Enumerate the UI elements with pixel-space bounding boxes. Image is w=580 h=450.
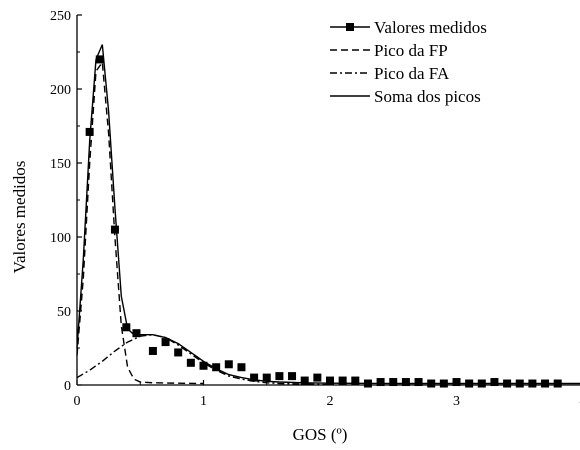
data-point [161, 338, 170, 347]
data-point [275, 372, 284, 381]
data-point [122, 323, 131, 332]
legend-label: Pico da FA [374, 64, 450, 83]
legend-marker [346, 23, 354, 31]
data-point [528, 379, 537, 388]
data-point [174, 348, 183, 357]
data-point [465, 379, 474, 388]
data-point [541, 379, 550, 388]
data-point [148, 346, 157, 355]
data-point [237, 363, 246, 372]
x-tick-label: 3 [453, 394, 460, 409]
x-axis-label: GOS (º) [293, 425, 348, 444]
data-point [439, 379, 448, 388]
x-tick-label: 1 [200, 394, 207, 409]
data-point [427, 379, 436, 388]
y-tick-label: 200 [50, 83, 71, 98]
legend-label: Soma dos picos [374, 87, 481, 106]
data-point [376, 378, 385, 387]
y-tick-label: 50 [57, 305, 71, 320]
data-point [503, 379, 512, 388]
data-point [224, 360, 233, 369]
data-point [85, 127, 94, 136]
data-point [288, 372, 297, 381]
plot-area [76, 44, 580, 388]
axes: 05010015020025001234 [50, 9, 580, 409]
legend-label: Valores medidos [374, 18, 487, 37]
y-axis-label: Valores medidos [10, 161, 29, 274]
data-point [110, 225, 119, 234]
y-tick-label: 150 [50, 157, 71, 172]
data-point [338, 376, 347, 385]
x-tick-label: 2 [327, 394, 334, 409]
series-line-soma-dos-picos [76, 44, 580, 385]
data-point [132, 329, 141, 338]
data-point [401, 378, 410, 387]
data-point [250, 373, 259, 382]
data-point [95, 55, 104, 64]
data-point [351, 376, 360, 385]
data-point [300, 376, 309, 385]
y-tick-label: 100 [50, 231, 71, 246]
legend-label: Pico da FP [374, 41, 448, 60]
x-tick-label: 0 [74, 394, 81, 409]
data-point [262, 373, 271, 382]
data-point [186, 358, 195, 367]
data-point [199, 361, 208, 370]
data-point [490, 378, 499, 387]
data-point [212, 363, 221, 372]
data-point [553, 379, 562, 388]
y-tick-label: 0 [64, 379, 71, 394]
data-point [477, 379, 486, 388]
legend: Valores medidos Pico da FP Pico da FA Soma … [330, 18, 487, 106]
data-point [414, 378, 423, 387]
series-line-pico-da-fp [76, 60, 204, 385]
y-tick-label: 250 [50, 9, 71, 24]
data-point [363, 379, 372, 388]
data-point [313, 373, 322, 382]
